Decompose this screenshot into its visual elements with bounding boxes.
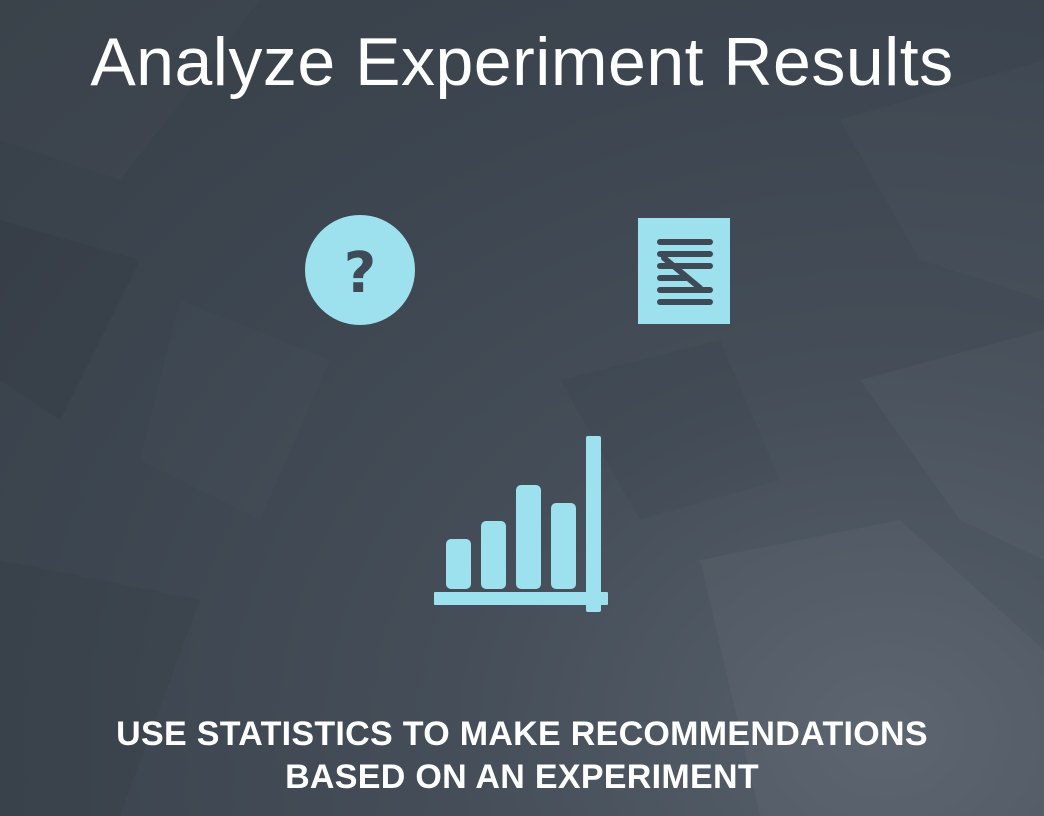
document-icon: [638, 218, 730, 324]
slide-subtitle: USE STATISTICS TO MAKE RECOMMENDATIONS B…: [0, 713, 1044, 799]
subtitle-line-1: USE STATISTICS TO MAKE RECOMMENDATIONS: [116, 715, 928, 753]
subtitle-line-2: BASED ON AN EXPERIMENT: [285, 758, 759, 796]
question-glyph: ?: [344, 241, 376, 306]
slide-title: Analyze Experiment Results: [90, 24, 954, 100]
bar-chart-icon: [434, 436, 608, 612]
question-circle-icon: ?: [305, 215, 415, 325]
